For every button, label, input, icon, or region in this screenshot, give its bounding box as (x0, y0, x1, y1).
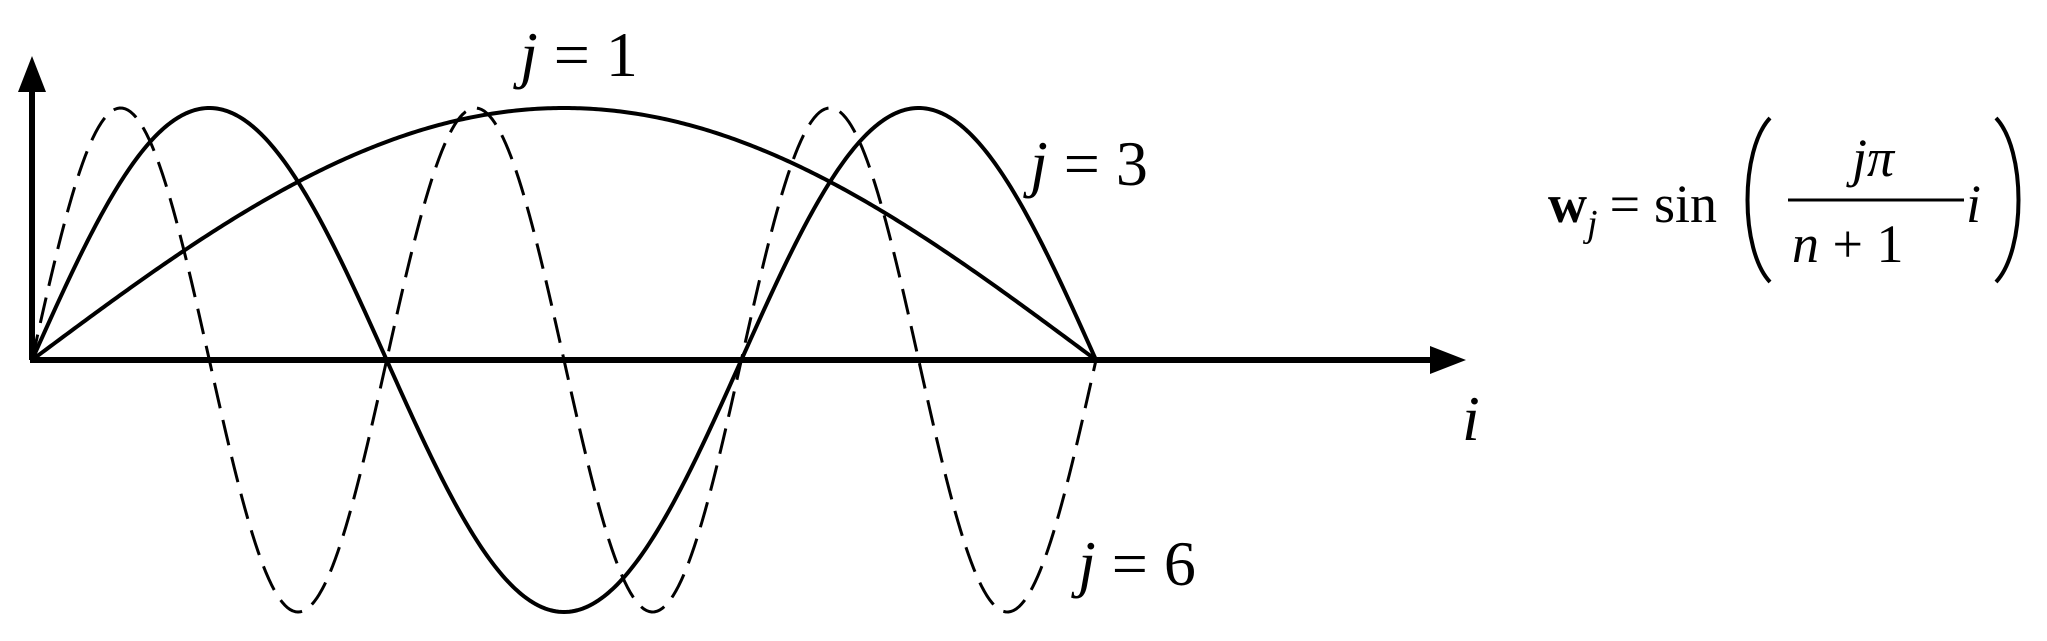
series-line-j6 (30, 106, 1098, 614)
formula-arg: i (1966, 174, 1981, 234)
y-axis-arrowhead (18, 56, 46, 92)
svg-text:jπ: jπ (1846, 128, 1896, 188)
formula-right-paren (1994, 116, 2021, 284)
svg-text:n + 1: n + 1 (1792, 214, 1903, 274)
series-label-j3: j = 3 (1023, 128, 1148, 199)
svg-text:wj=sin: wj = sin (1548, 174, 1717, 245)
formula: wj = sin jπ n + 1 i (1548, 116, 2021, 284)
formula-w: w (1548, 174, 1587, 234)
series-line-j3 (30, 106, 1098, 614)
series-label-j6: j = 6 (1071, 528, 1196, 599)
series-line-j1 (30, 106, 1098, 362)
series-group (30, 106, 1098, 614)
x-axis-arrowhead (1430, 346, 1466, 374)
x-axis-label: i (1462, 383, 1480, 454)
formula-left-paren (1745, 116, 1772, 284)
series-label-j1: j = 1 (513, 19, 638, 90)
